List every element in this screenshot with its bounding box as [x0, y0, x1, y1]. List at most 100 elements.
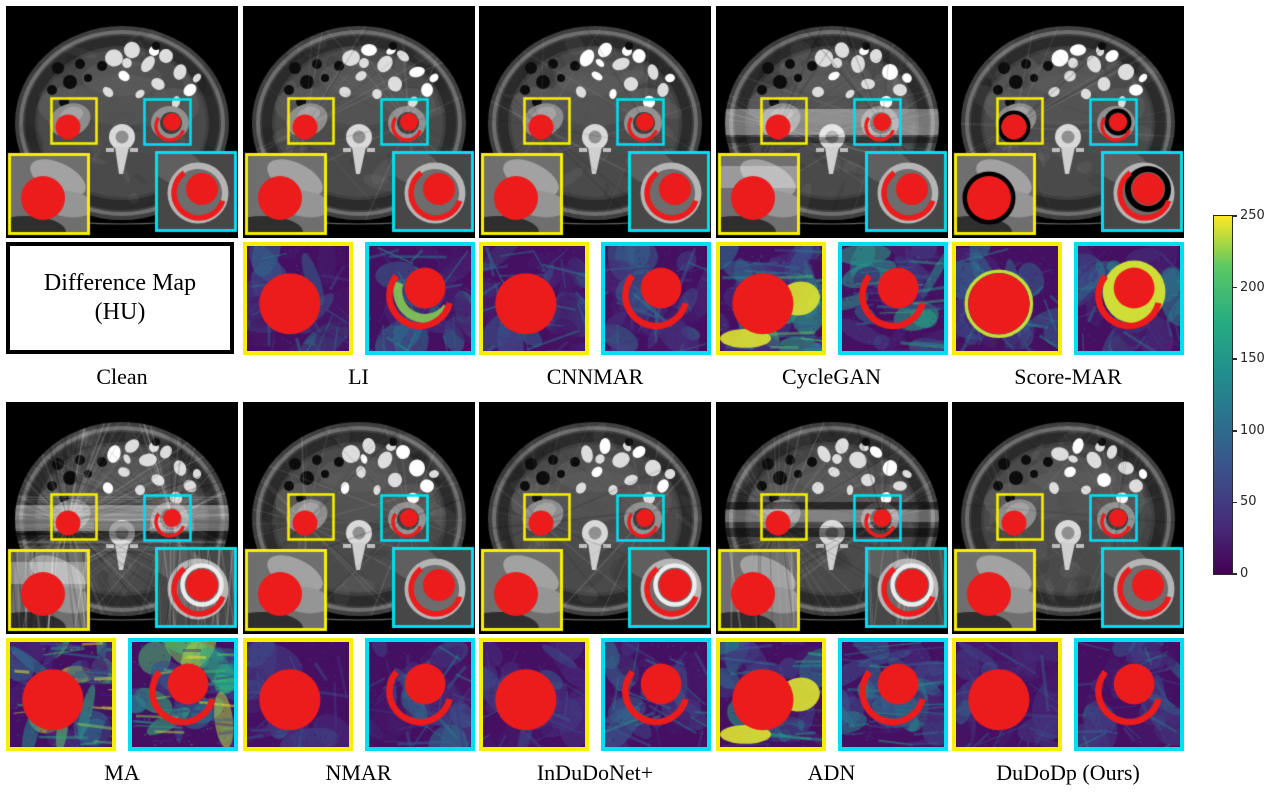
colorbar-tick-label: 150 [1240, 351, 1265, 367]
ct-image-cyclegan [715, 6, 948, 238]
ct-row-top [6, 6, 1189, 238]
diff-canvas-yellow-nmar [246, 642, 349, 747]
method-label-ma: MA [104, 760, 140, 785]
colorbar-tick-label: 200 [1240, 279, 1265, 295]
colorbar-tick-mark [1233, 286, 1237, 289]
diff-map-yellow-score-mar [952, 242, 1062, 355]
difference-map-label-box: Difference Map (HU) [6, 242, 234, 354]
diff-canvas-yellow-indudonet [483, 642, 585, 747]
diff-canvas-yellow-li [246, 246, 349, 351]
method-label-cyclegan: CycleGAN [782, 364, 881, 389]
ct-image-adn [715, 402, 948, 634]
colorbar-gradient [1214, 216, 1232, 574]
diff-map-cyan-cyclegan [837, 242, 948, 355]
ct-panel-indudonet [479, 402, 711, 634]
method-label-cnnmar: CNNMAR [546, 364, 644, 389]
diff-canvas-yellow-dudodp [956, 642, 1058, 747]
method-label-li: LI [348, 364, 369, 389]
ct-panel-ma [6, 402, 238, 634]
label-row-bottom: MA NMAR InDuDoNet+ ADN DuDoDp (Ours) [6, 751, 1189, 795]
ct-panel-li [242, 6, 475, 238]
ct-image-clean [6, 6, 238, 238]
diff-map-yellow-dudodp [952, 638, 1062, 751]
diff-map-cyan-li [364, 242, 475, 355]
method-label-nmar: NMAR [325, 760, 392, 785]
diff-canvas-yellow-cnnmar [483, 246, 585, 351]
diff-map-yellow-cyclegan [715, 242, 826, 355]
colorbar-tick-mark [1233, 358, 1237, 360]
block-bottom: MA NMAR InDuDoNet+ ADN DuDoDp (Ours) [6, 402, 1189, 795]
diff-map-cyan-score-mar [1074, 242, 1184, 355]
ct-panel-dudodp [952, 402, 1184, 634]
ct-panel-clean [6, 6, 238, 238]
diff-map-cyan-indudonet [601, 638, 711, 751]
ct-image-cnnmar [479, 6, 711, 238]
diff-map-yellow-adn [715, 638, 826, 751]
colorbar-tick-label: 100 [1240, 422, 1265, 438]
diff-pair-cnnmar [479, 242, 711, 355]
ct-panel-cnnmar [479, 6, 711, 238]
diff-pair-dudodp [952, 638, 1184, 751]
diff-map-cyan-ma [128, 638, 238, 751]
diff-canvas-yellow-score-mar [956, 246, 1058, 351]
diff-map-cyan-cnnmar [601, 242, 711, 355]
ct-panel-score-mar [952, 6, 1184, 238]
diff-pair-indudonet [479, 638, 711, 751]
ct-image-dudodp [952, 402, 1184, 634]
diff-map-yellow-cnnmar [479, 242, 589, 355]
diff-pair-ma [6, 638, 238, 751]
colorbar-tick-mark [1233, 215, 1237, 217]
ct-row-bottom [6, 402, 1189, 634]
diff-map-cyan-adn [837, 638, 948, 751]
method-label-clean: Clean [96, 364, 148, 389]
method-label-score-mar: Score-MAR [1014, 364, 1122, 389]
diff-canvas-cyan-li [368, 246, 471, 351]
diff-canvas-cyan-adn [841, 642, 944, 747]
colorbar-tick-label: 250 [1240, 208, 1265, 223]
diff-canvas-cyan-nmar [368, 642, 471, 747]
diff-map-yellow-li [242, 242, 353, 355]
ct-panel-cyclegan [715, 6, 948, 238]
diff-canvas-cyan-indudonet [605, 642, 707, 747]
ct-image-nmar [242, 402, 475, 634]
diff-pair-score-mar [952, 242, 1184, 355]
diff-pair-cyclegan [715, 242, 948, 355]
diff-canvas-cyan-cyclegan [841, 246, 944, 351]
method-label-indudonet: InDuDoNet+ [536, 760, 654, 785]
method-label-dudodp: DuDoDp (Ours) [996, 760, 1140, 785]
method-label-adn: ADN [807, 760, 856, 785]
diff-map-cyan-dudodp [1074, 638, 1184, 751]
ct-image-score-mar [952, 6, 1184, 238]
diff-canvas-cyan-dudodp [1078, 642, 1180, 747]
diff-pair-adn [715, 638, 948, 751]
diff-canvas-yellow-cyclegan [719, 246, 822, 351]
diff-canvas-yellow-ma [10, 642, 112, 747]
diff-map-cyan-nmar [364, 638, 475, 751]
ct-image-li [242, 6, 475, 238]
difference-map-unit: (HU) [94, 299, 146, 325]
colorbar: 0 50 100 150 200 250 [1213, 208, 1265, 581]
diff-pair-li [242, 242, 475, 355]
colorbar-tick-label: 50 [1240, 494, 1257, 510]
diff-map-yellow-indudonet [479, 638, 589, 751]
ct-image-indudonet [479, 402, 711, 634]
diff-pair-nmar [242, 638, 475, 751]
ct-panel-adn [715, 402, 948, 634]
diff-canvas-yellow-adn [719, 642, 822, 747]
colorbar-tick-mark [1233, 501, 1237, 504]
difference-map-title: Difference Map [43, 270, 197, 297]
diff-map-yellow-ma [6, 638, 116, 751]
diff-canvas-cyan-score-mar [1078, 246, 1180, 351]
block-top: Difference Map (HU) Clean LI CNNMAR CycleGAN S… [6, 6, 1189, 399]
diff-canvas-cyan-cnnmar [605, 246, 707, 351]
label-row-top: Clean LI CNNMAR CycleGAN Score-MAR [6, 355, 1189, 399]
diff-canvas-cyan-ma [132, 642, 234, 747]
colorbar-tick-label: 0 [1240, 566, 1249, 581]
diff-row-top: Difference Map (HU) [6, 242, 1189, 355]
ct-panel-nmar [242, 402, 475, 634]
diff-row-bottom [6, 638, 1189, 751]
colorbar-tick-mark [1233, 430, 1237, 432]
ct-image-ma [6, 402, 238, 634]
diff-map-yellow-nmar [242, 638, 353, 751]
colorbar-tick-mark [1233, 573, 1237, 575]
